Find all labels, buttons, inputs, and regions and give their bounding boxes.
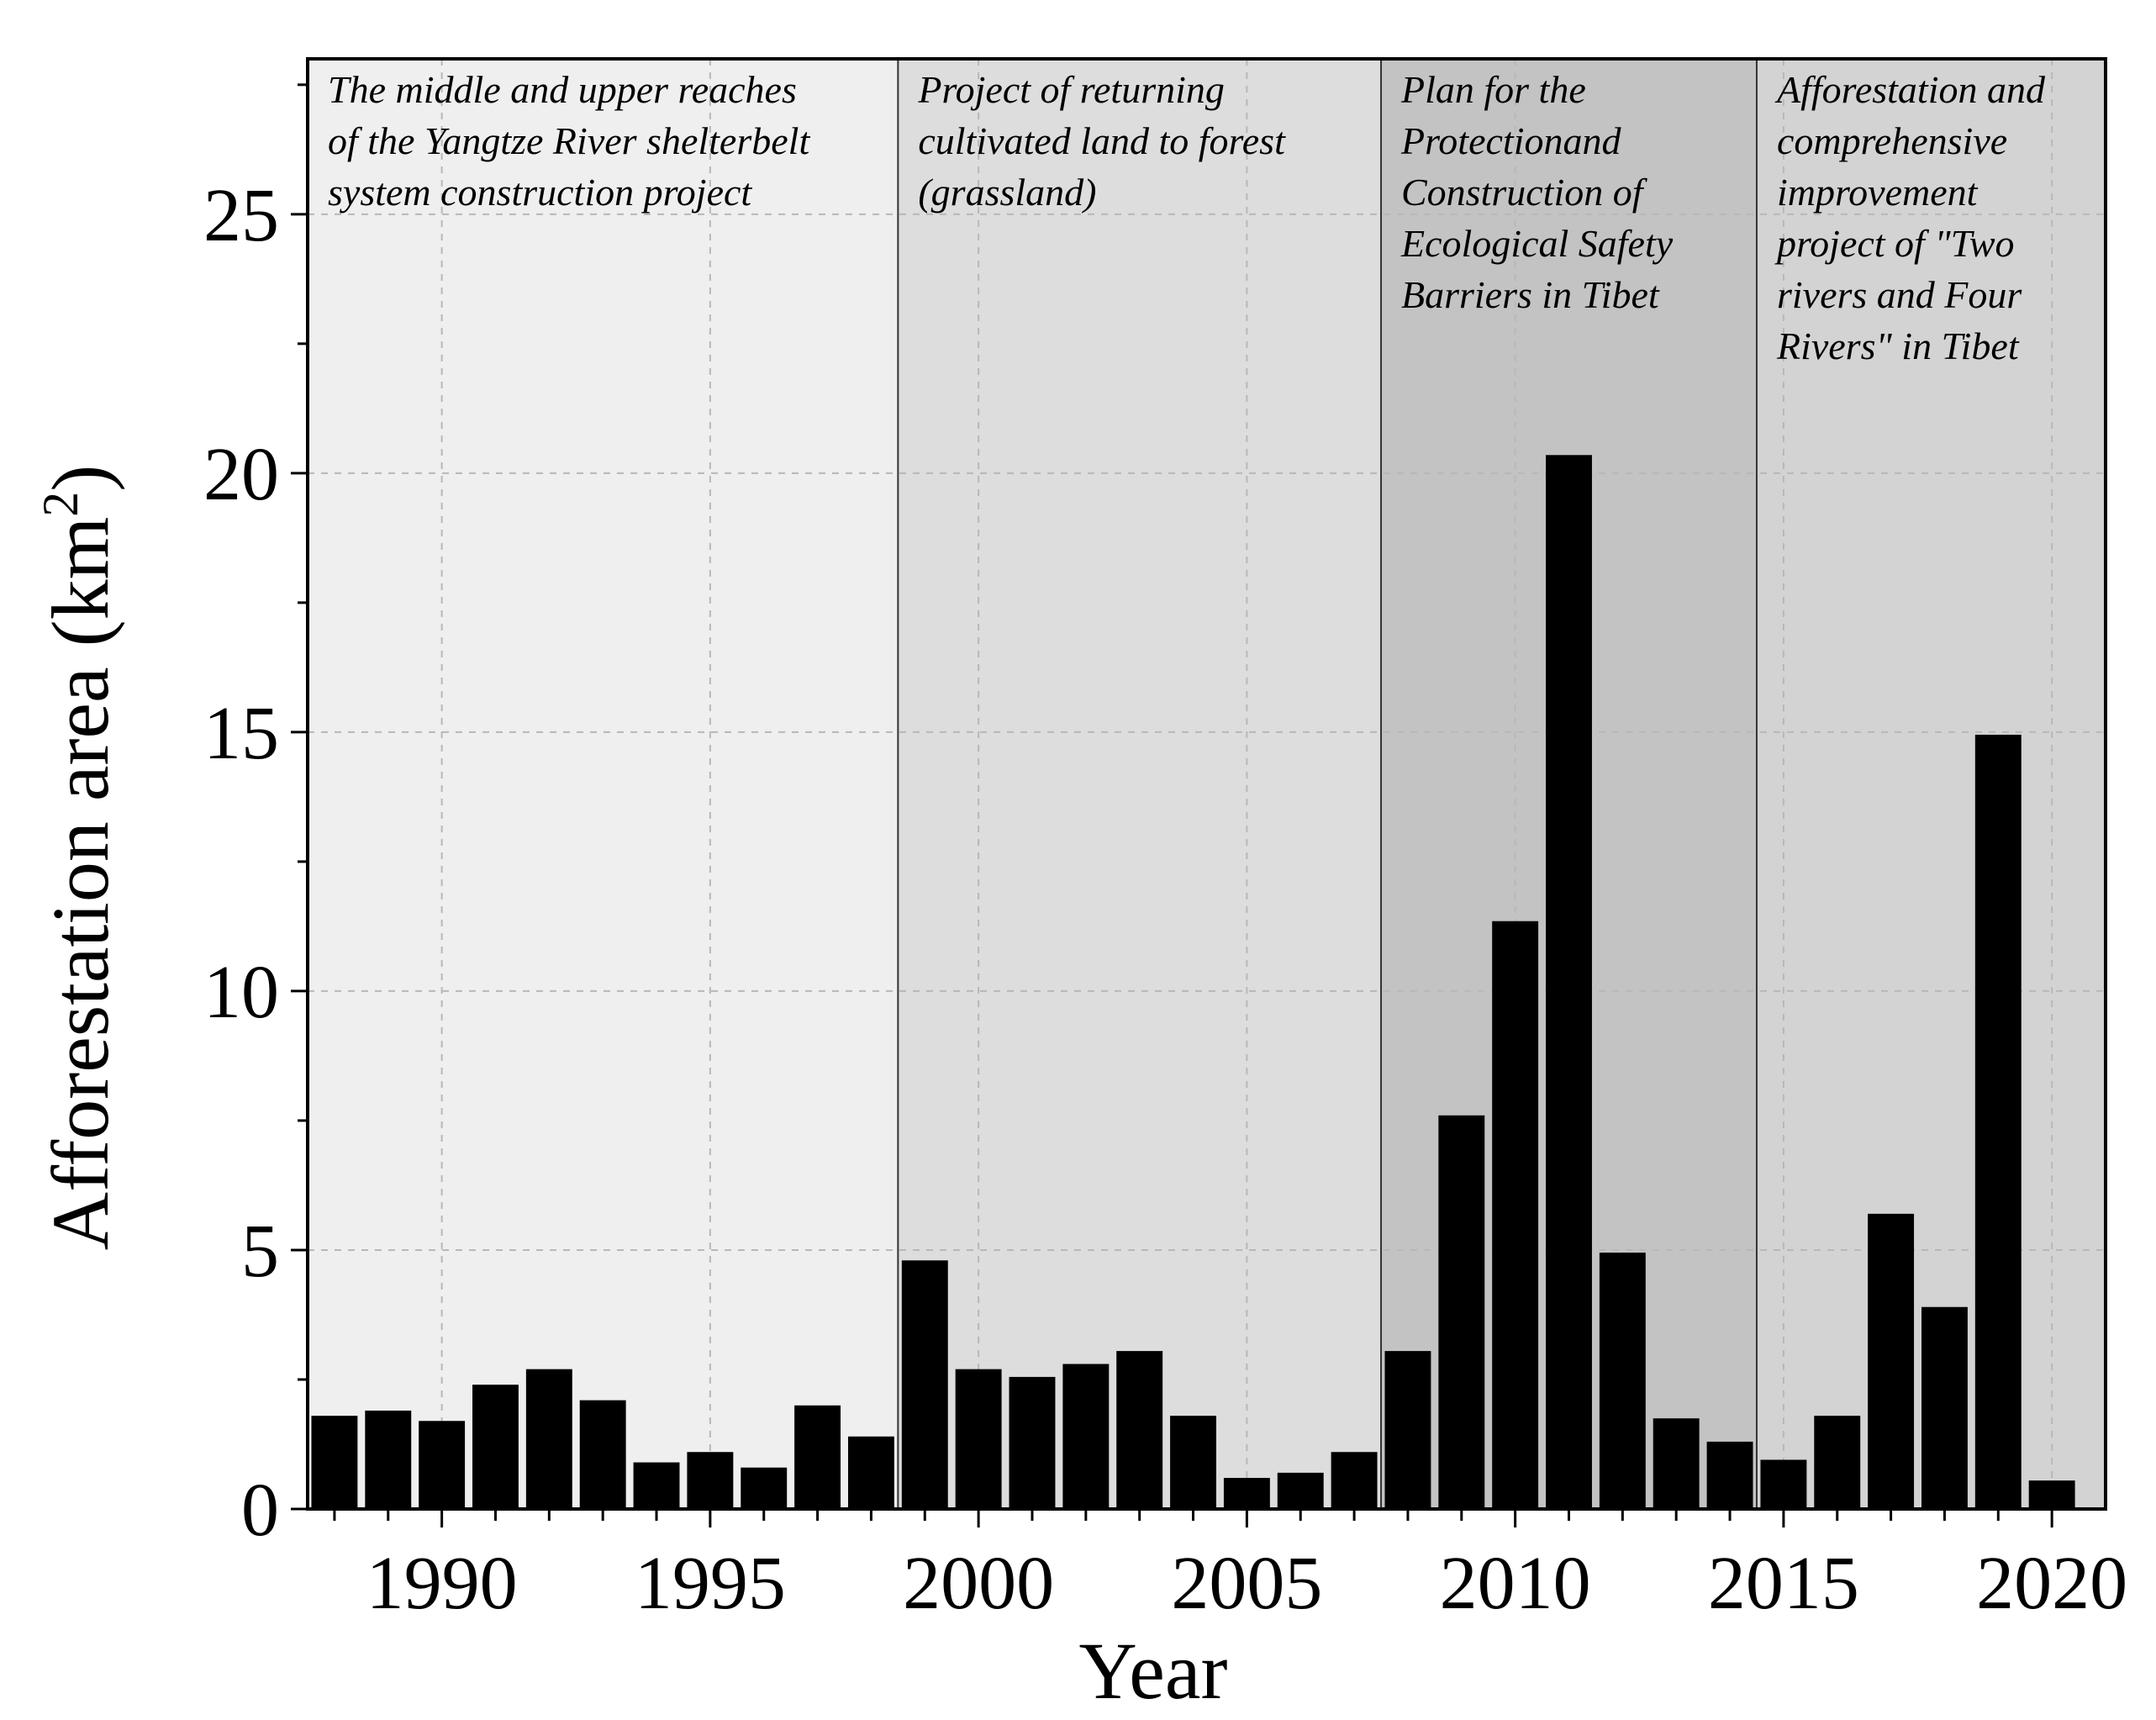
bar-1997 [794, 1405, 841, 1509]
phase-label-1-line-2: of the Yangtze River shelterbelt [328, 119, 810, 162]
bar-2005 [1223, 1478, 1270, 1509]
bar-2018 [1921, 1306, 1968, 1509]
phase-background-2 [898, 59, 1382, 1509]
phase-label-3-line-2: Protectionand [1400, 119, 1621, 162]
x-tick-label-2000: 2000 [903, 1542, 1054, 1625]
y-axis-title-close: ) [35, 465, 125, 492]
y-tick-label-15: 15 [203, 692, 279, 775]
phase-label-3-line-3: Construction of [1401, 171, 1648, 214]
bar-2004 [1170, 1416, 1216, 1509]
phase-label-1: The middle and upper reaches of the Yangt… [328, 68, 810, 214]
phase-label-4-line-3: improvement [1777, 171, 1979, 214]
x-tick-label-2015: 2015 [1708, 1542, 1859, 1625]
axes: 0 5 10 15 20 25 1990 1995 2000 2005 2010 2015 2020 [203, 57, 2127, 1625]
bar-2017 [1868, 1213, 1915, 1509]
bar-1992 [525, 1369, 572, 1509]
phase-label-4-line-2: comprehensive [1777, 119, 2007, 162]
bar-1993 [579, 1400, 626, 1509]
phase-label-1-line-1: The middle and upper reaches [328, 68, 797, 111]
phase-label-4-line-5: rivers and Four [1777, 273, 2022, 316]
bar-2011 [1546, 455, 1592, 1509]
phase-label-2-line-1: Project of returning [917, 68, 1225, 111]
bar-2008 [1384, 1351, 1431, 1509]
bar-2000 [955, 1369, 1002, 1509]
bars [311, 455, 2075, 1509]
bar-2014 [1706, 1441, 1753, 1509]
bar-2020 [2028, 1480, 2075, 1509]
grid-lines [308, 59, 2106, 1509]
phase-label-4: Afforestation and comprehensive improvemen… [1774, 68, 2046, 367]
x-tick-label-1995: 1995 [635, 1542, 786, 1625]
phase-label-1-line-3: system construction project [328, 171, 752, 214]
y-tick-label-20: 20 [203, 433, 279, 516]
x-tick-label-1990: 1990 [366, 1542, 518, 1625]
x-tick-label-2020: 2020 [1976, 1542, 2127, 1625]
y-axis-title: Afforestation area (km2) [33, 465, 125, 1251]
bar-1990 [419, 1421, 466, 1509]
bar-2002 [1062, 1364, 1110, 1509]
phase-label-3-line-1: Plan for the [1400, 68, 1586, 111]
phase-label-4-line-4: project of "Two [1774, 222, 2015, 265]
bar-1989 [365, 1410, 412, 1509]
bar-1995 [687, 1452, 734, 1509]
x-tick-label-2005: 2005 [1171, 1542, 1322, 1625]
bar-2009 [1438, 1115, 1485, 1509]
phase-annotations: The middle and upper reaches of the Yangt… [328, 68, 2046, 367]
phase-label-2-line-2: cultivated land to forest [918, 119, 1286, 162]
bar-2013 [1653, 1418, 1700, 1509]
y-tick-label-10: 10 [203, 951, 279, 1034]
phase-background-4 [1756, 59, 2106, 1509]
phase-backgrounds [308, 59, 2106, 1509]
y-axis-title-superscript: 2 [33, 492, 88, 517]
y-tick-label-0: 0 [241, 1469, 279, 1552]
bar-1988 [311, 1416, 358, 1509]
bar-1994 [633, 1462, 680, 1509]
bar-2001 [1009, 1376, 1056, 1509]
y-tick-label-5: 5 [241, 1210, 279, 1293]
y-axis-title-main: Afforestation area (km [35, 517, 125, 1251]
bar-2003 [1116, 1351, 1163, 1509]
bar-2016 [1814, 1416, 1861, 1509]
bar-2012 [1599, 1253, 1646, 1509]
phase-background-1 [308, 59, 899, 1509]
bar-2019 [1974, 734, 2022, 1509]
phase-label-3-line-5: Barriers in Tibet [1401, 273, 1660, 316]
phase-label-2: Project of returning cultivated land to f… [917, 68, 1286, 214]
plot-frame [306, 57, 2107, 1511]
phase-label-4-line-6: Rivers" in Tibet [1776, 324, 2020, 367]
phase-label-2-line-3: (grassland) [918, 171, 1096, 214]
bar-2007 [1331, 1452, 1378, 1509]
x-axis-title: Year [1079, 1626, 1228, 1716]
bar-2015 [1760, 1459, 1807, 1509]
bar-1996 [741, 1467, 788, 1509]
bar-2006 [1277, 1472, 1324, 1509]
phase-label-3-line-4: Ecological Safety [1400, 222, 1674, 265]
bar-1991 [472, 1385, 519, 1509]
x-tick-label-2010: 2010 [1440, 1542, 1591, 1625]
bar-1999 [901, 1260, 948, 1509]
phase-dividers [897, 59, 1758, 1509]
phase-label-4-line-1: Afforestation and [1774, 68, 2046, 111]
phase-label-3: Plan for the Protectionand Construction of… [1400, 68, 1674, 316]
y-tick-label-25: 25 [203, 174, 279, 257]
bar-2010 [1492, 921, 1539, 1509]
bar-1998 [847, 1436, 894, 1509]
